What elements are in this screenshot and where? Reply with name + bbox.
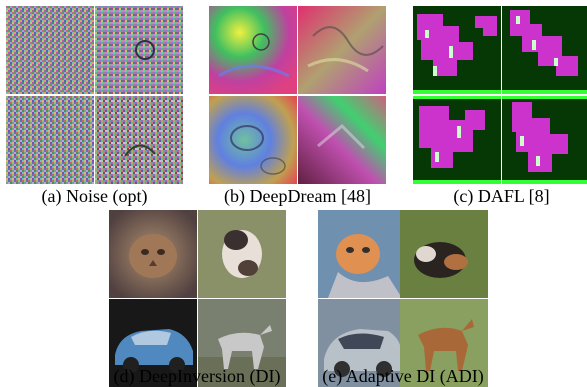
dafl-tile-2 <box>502 6 587 94</box>
deepinversion-tile-4 <box>198 299 286 387</box>
adaptive-di-tile-2 <box>400 210 488 298</box>
noise-tile-1 <box>6 6 94 94</box>
adaptive-di-tile-3 <box>318 299 406 387</box>
deepdream-tile-4 <box>298 96 386 184</box>
noise-tile-3 <box>6 96 94 184</box>
deepdream-tile-1 <box>209 6 297 94</box>
caption-deepdream: (b) DeepDream [48] <box>224 186 371 206</box>
deepinversion-tile-2 <box>198 210 286 298</box>
deepdream-tile-3 <box>209 96 297 184</box>
dafl-tile-4 <box>502 96 587 184</box>
noise-tile-2 <box>95 6 183 94</box>
deepinversion-tile-3 <box>109 299 197 387</box>
adaptive-di-tile-1 <box>318 210 406 298</box>
caption-dafl: (c) DAFL [8] <box>453 186 550 206</box>
dafl-tile-1 <box>413 6 501 94</box>
noise-tile-4 <box>95 96 183 184</box>
caption-noise: (a) Noise (opt) <box>41 186 148 206</box>
deepdream-tile-2 <box>298 6 386 94</box>
adaptive-di-tile-4 <box>400 299 488 387</box>
caption-adaptive-di: (e) Adaptive DI (ADI) <box>322 366 484 386</box>
caption-deepinversion: (d) DeepInversion (DI) <box>113 366 281 386</box>
dafl-tile-3 <box>413 96 501 184</box>
deepinversion-tile-1 <box>109 210 197 298</box>
